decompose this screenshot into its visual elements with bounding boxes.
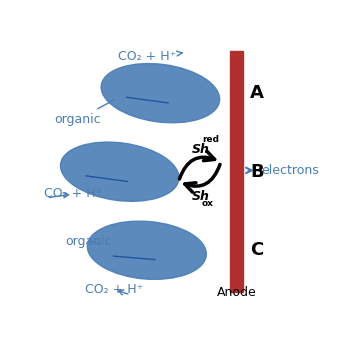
Text: CO₂ + H⁺: CO₂ + H⁺ — [118, 50, 182, 63]
Text: organic: organic — [55, 100, 114, 126]
Text: C: C — [250, 241, 263, 259]
Text: Anode: Anode — [217, 286, 257, 299]
Text: ox: ox — [202, 199, 214, 208]
Text: red: red — [202, 135, 219, 144]
Bar — [230, 51, 243, 292]
Ellipse shape — [101, 64, 220, 123]
Text: Sh: Sh — [191, 190, 209, 203]
Text: B: B — [250, 163, 264, 181]
Text: Sh: Sh — [191, 143, 209, 156]
Text: organic: organic — [65, 235, 112, 248]
Text: CO₂ + H⁺: CO₂ + H⁺ — [44, 187, 102, 201]
Ellipse shape — [87, 221, 206, 279]
Text: CO₂ + H⁺: CO₂ + H⁺ — [85, 283, 144, 296]
Ellipse shape — [61, 142, 179, 201]
Text: electrons: electrons — [261, 164, 318, 177]
Text: A: A — [250, 84, 264, 102]
